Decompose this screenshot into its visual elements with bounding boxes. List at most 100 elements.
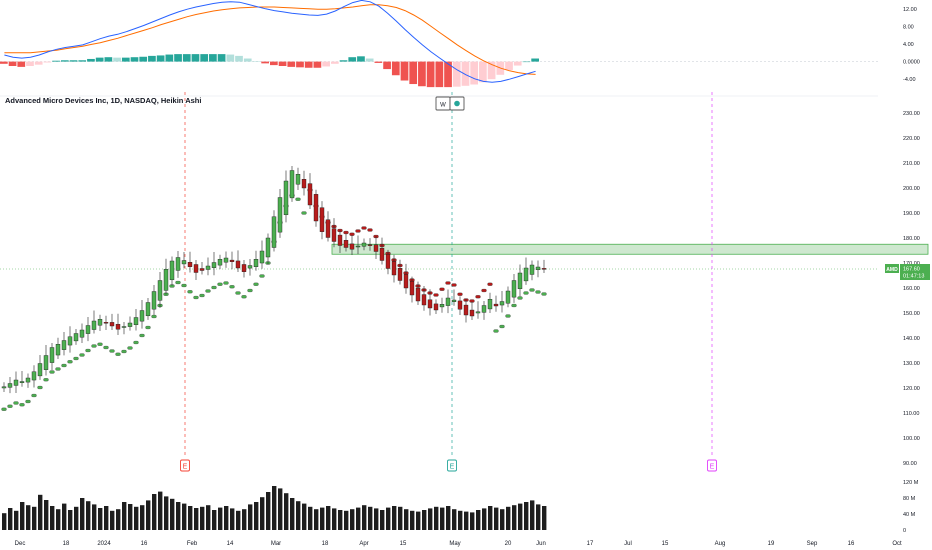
- volume-bar: [332, 508, 337, 530]
- volume-bar: [482, 508, 487, 530]
- candle-body: [205, 265, 211, 270]
- macd-histogram-bar: [322, 61, 330, 67]
- candle-body: [451, 299, 457, 302]
- volume-bar: [272, 486, 277, 530]
- candle-body: [367, 244, 373, 246]
- volume-bar: [194, 508, 199, 530]
- candle-body: [385, 254, 391, 269]
- macd-tick-label: 12.00: [903, 7, 917, 13]
- volume-bar: [122, 502, 127, 530]
- macd-histogram-bar: [357, 56, 365, 62]
- candle-body: [349, 243, 355, 250]
- trail-dot: [193, 295, 199, 300]
- candle-body: [265, 237, 271, 258]
- x-tick-label: 17: [587, 541, 594, 547]
- macd-histogram-bar: [522, 61, 531, 63]
- macd-line: [4, 0, 536, 83]
- trail-dot: [133, 340, 139, 345]
- trail-dot: [349, 232, 355, 236]
- volume-bar: [476, 510, 481, 530]
- candle-body: [85, 325, 91, 334]
- candle-body: [211, 262, 217, 268]
- macd-histogram-bar: [17, 61, 26, 67]
- price-tag-symbol-bg: [885, 264, 899, 273]
- x-tick-label: 15: [400, 541, 407, 547]
- x-tick-label: Dec: [15, 541, 26, 547]
- candle-body: [391, 261, 397, 276]
- trail-dot: [457, 292, 463, 296]
- candle-body: [223, 257, 229, 263]
- macd-histogram-bar: [374, 61, 383, 63]
- volume-bar: [530, 500, 535, 530]
- volume-bar: [176, 502, 181, 530]
- candle-body: [409, 280, 415, 296]
- volume-bar: [380, 510, 385, 530]
- macd-histogram-bar: [121, 57, 130, 62]
- trail-dot: [523, 291, 529, 295]
- trail-dot: [259, 274, 265, 278]
- macd-histogram-bar: [391, 61, 400, 76]
- volume-bar: [44, 500, 49, 530]
- trail-dot: [535, 290, 541, 294]
- volume-bar: [62, 503, 67, 530]
- trail-dot: [43, 378, 49, 382]
- macd-histogram-bar: [531, 58, 539, 62]
- volume-bar: [392, 506, 397, 530]
- macd-histogram-bar: [8, 61, 17, 66]
- trail-dot: [493, 329, 499, 333]
- macd-tick-label: 0.0000: [903, 60, 920, 66]
- trail-dot: [25, 399, 31, 404]
- candle-body: [55, 344, 61, 356]
- candle-body: [421, 294, 427, 306]
- volume-bar: [206, 505, 211, 530]
- trail-dot: [247, 288, 253, 293]
- macd-histogram-bar: [148, 55, 156, 62]
- candle-body: [301, 179, 307, 189]
- volume-bar: [488, 506, 493, 530]
- trail-dot: [37, 385, 43, 390]
- dot-badge-icon: [454, 100, 460, 107]
- trail-dot: [355, 229, 361, 233]
- price-tag-symbol: AMD: [886, 267, 898, 273]
- volume-bar: [182, 503, 187, 530]
- trail-dot: [175, 280, 181, 285]
- macd-histogram-bar: [313, 61, 322, 68]
- macd-histogram-bar: [296, 61, 304, 68]
- candle-body: [25, 377, 31, 383]
- earnings-badge: [180, 459, 190, 472]
- trail-dot: [529, 288, 535, 292]
- volume-bar: [74, 506, 79, 530]
- x-tick-label: Oct: [892, 541, 902, 547]
- price-tick-label: 110.00: [903, 411, 919, 417]
- candle-body: [73, 333, 79, 342]
- candle-body: [145, 302, 151, 317]
- candle-body: [445, 297, 451, 306]
- macd-histogram-bar: [287, 61, 296, 67]
- candle-body: [163, 269, 169, 291]
- candle-body: [253, 259, 259, 268]
- candle-body: [241, 264, 247, 272]
- volume-bar: [440, 507, 445, 530]
- candle-body: [361, 242, 367, 247]
- macd-histogram-bar: [191, 54, 200, 62]
- trail-dot: [235, 291, 241, 295]
- volume-bar: [296, 501, 301, 530]
- volume-bar: [26, 505, 31, 530]
- volume-tick-label: 40 M: [903, 512, 916, 518]
- macd-histogram-bar: [339, 60, 348, 62]
- price-tick-label: 90.00: [903, 461, 917, 467]
- volume-bar: [224, 506, 229, 530]
- macd-histogram-bar: [130, 57, 139, 62]
- candle-body: [355, 245, 361, 248]
- price-tick-label: 180.00: [903, 236, 920, 242]
- volume-bar: [8, 508, 13, 530]
- macd-histogram-bar: [43, 61, 52, 63]
- volume-bar: [290, 498, 295, 530]
- candle-body: [91, 320, 97, 330]
- candle-body: [103, 322, 109, 324]
- candle-body: [403, 274, 409, 289]
- volume-bar: [338, 510, 343, 530]
- price-tick-label: 130.00: [903, 361, 920, 367]
